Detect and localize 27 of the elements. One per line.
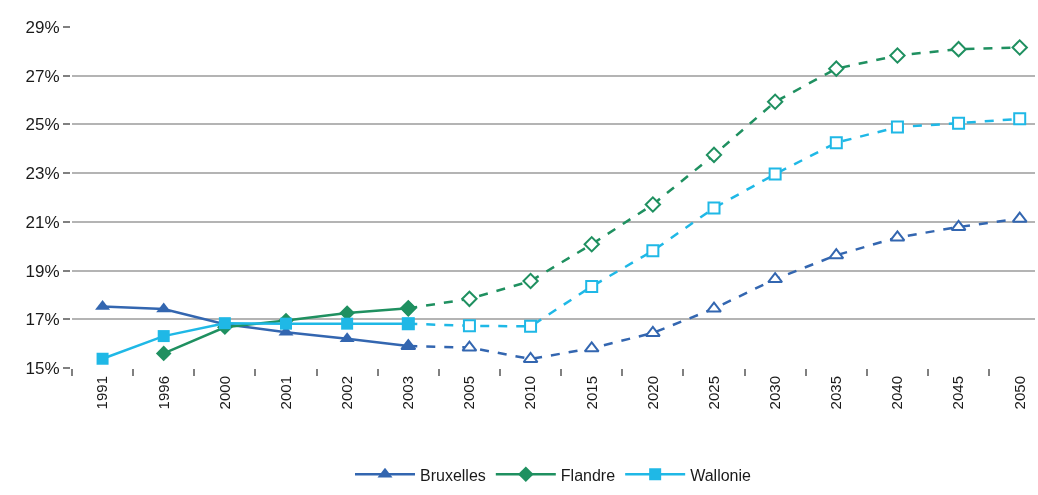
x-tick-label: 2025 (704, 376, 722, 410)
legend-label: Flandre (560, 466, 616, 484)
x-tick-label: 2003 (399, 376, 417, 410)
y-tick-label: 19% (25, 261, 60, 281)
x-tick-label: 2001 (276, 376, 294, 410)
x-tick-label: 2050 (1010, 376, 1028, 410)
y-tick-label: 23% (25, 164, 60, 184)
x-tick-label: 2002 (338, 376, 356, 410)
y-tick-label: 29% (25, 17, 60, 37)
x-tick-label: 2005 (460, 376, 478, 410)
x-tick-label: 2010 (521, 376, 539, 410)
x-tick-label: 1991 (93, 376, 111, 410)
legend-label: Wallonie (690, 466, 752, 484)
x-tick-label: 2035 (827, 376, 845, 410)
x-tick-label: 2030 (766, 376, 784, 410)
x-tick-label: 2015 (582, 376, 600, 410)
x-tick-label: 1996 (154, 376, 172, 410)
x-tick-label: 2020 (643, 376, 661, 410)
x-tick-label: 2045 (949, 376, 967, 410)
y-tick-label: 17% (25, 310, 60, 330)
x-tick-label: 2040 (888, 376, 906, 410)
y-tick-label: 27% (25, 66, 60, 86)
y-tick-label: 25% (25, 115, 60, 135)
x-tick-label: 2000 (215, 376, 233, 410)
y-tick-label: 21% (25, 212, 60, 232)
legend-label: Bruxelles (420, 466, 486, 484)
y-tick-label: 15% (25, 358, 60, 378)
